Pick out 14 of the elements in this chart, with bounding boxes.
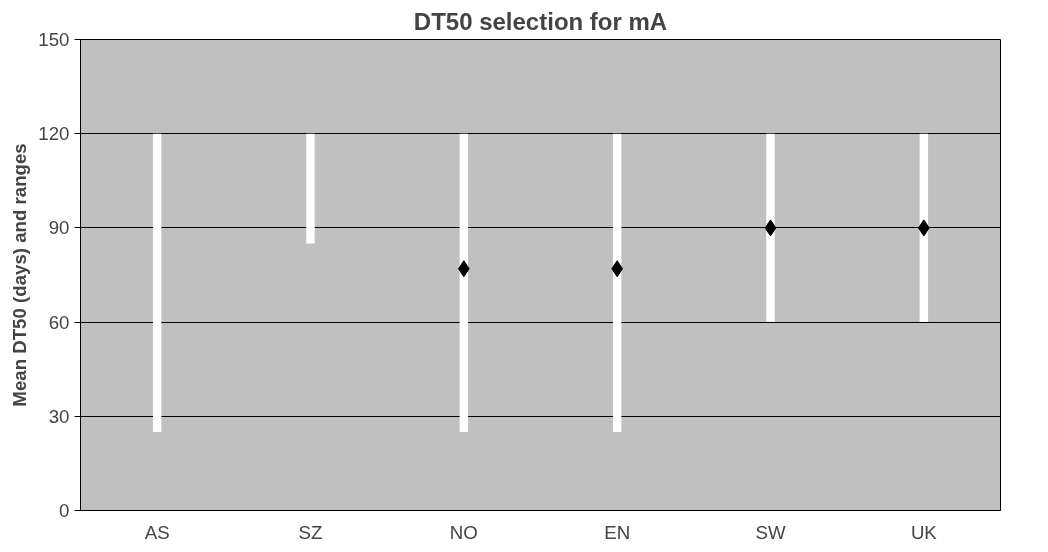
x-tick-label: AS — [144, 521, 170, 543]
x-tick-label: EN — [604, 521, 631, 543]
y-tick-label: 30 — [48, 405, 70, 427]
x-tick-label: SZ — [298, 521, 323, 543]
y-tick-label: 120 — [38, 123, 70, 145]
x-tick-label: UK — [910, 521, 938, 543]
chart-title: DT50 selection for mA — [413, 7, 668, 35]
y-tick-label: 90 — [48, 217, 70, 239]
y-tick-label: 60 — [48, 311, 70, 333]
x-tick-label: SW — [755, 521, 786, 543]
y-axis-title: Mean DT50 (days) and ranges — [9, 143, 31, 407]
y-tick-label: 150 — [38, 29, 70, 50]
x-tick-label: NO — [449, 521, 478, 543]
y-tick-label: 0 — [59, 500, 70, 521]
